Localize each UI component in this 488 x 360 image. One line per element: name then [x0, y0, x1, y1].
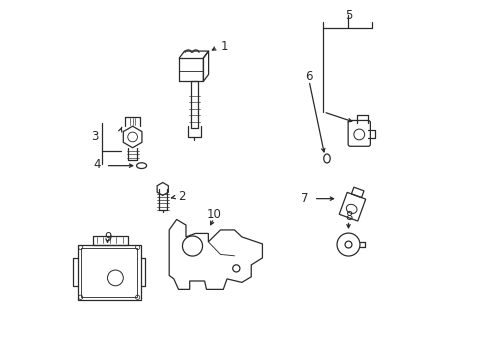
Bar: [81, 248, 137, 297]
Text: 8: 8: [344, 211, 351, 224]
Text: 3: 3: [91, 130, 98, 143]
Text: 1: 1: [221, 40, 228, 53]
FancyBboxPatch shape: [347, 121, 369, 146]
Text: 4: 4: [94, 158, 101, 171]
Text: 10: 10: [206, 208, 221, 221]
Text: 6: 6: [305, 69, 312, 82]
Text: 9: 9: [103, 231, 111, 244]
Text: 7: 7: [301, 192, 308, 205]
Text: 2: 2: [178, 190, 185, 203]
Bar: [78, 244, 140, 300]
Text: 5: 5: [344, 9, 351, 22]
